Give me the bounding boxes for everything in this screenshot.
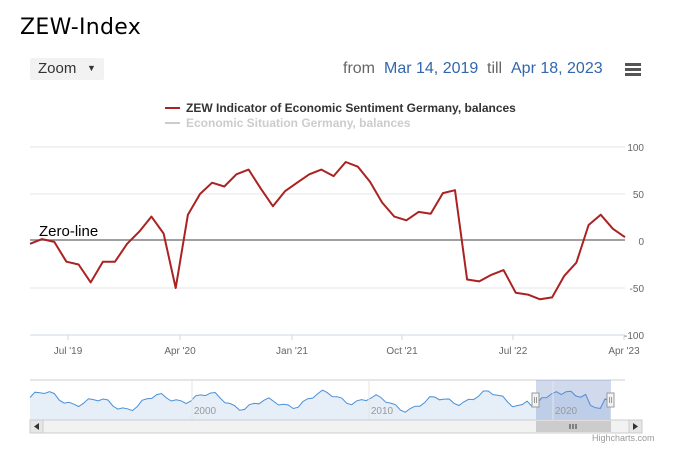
from-label: from (343, 60, 375, 77)
navigator-handle-left[interactable] (531, 392, 540, 408)
y-tick-label: -50 (630, 284, 645, 295)
navigator-tick-label: 2000 (194, 406, 217, 417)
series-sentiment[interactable] (29, 161, 626, 301)
from-date-input[interactable]: Mar 14, 2019 (384, 60, 479, 77)
sentiment-line[interactable] (29, 161, 626, 301)
navigator-line (29, 389, 611, 413)
legend-item-situation[interactable]: Economic Situation Germany, balances (186, 116, 411, 130)
x-tick-label: Apr '20 (164, 346, 196, 357)
navigator-selected-range[interactable] (536, 380, 611, 422)
navigator-tick-label: 2020 (555, 406, 578, 417)
arrow-right-icon (633, 423, 638, 430)
till-label: till (487, 60, 503, 77)
zoom-dropdown[interactable]: Zoom ▼ (30, 58, 104, 80)
navigator-area (30, 390, 610, 421)
y-tick-label: 100 (627, 143, 644, 154)
y-tick-label: 50 (633, 190, 645, 201)
x-axis: Jul '19 Apr '20 Jan '21 Oct '21 Jul '22 Apr '… (54, 335, 640, 357)
gridlines (30, 146, 625, 336)
navigator[interactable]: 2000 2010 2020 (29, 379, 625, 422)
navigator-tick-label: 2010 (371, 406, 394, 417)
navigator-handle-right[interactable] (606, 392, 615, 408)
zero-line-label: Zero-line (39, 223, 98, 240)
highcharts-credit[interactable]: Highcharts.com (592, 433, 655, 443)
navigator-x-axis: 2000 2010 2020 (191, 381, 578, 421)
legend-item-sentiment[interactable]: ZEW Indicator of Economic Sentiment Germ… (186, 101, 516, 115)
chevron-down-icon: ▼ (87, 63, 96, 73)
hamburger-menu-icon[interactable] (625, 63, 641, 77)
y-tick-label: -100 (624, 331, 644, 342)
chart-title: ZEW-Index (20, 15, 142, 40)
y-axis: 100 50 0 -50 -100 (624, 143, 644, 342)
x-tick-label: Jul '19 (54, 346, 83, 357)
arrow-left-icon (34, 423, 39, 430)
x-tick-label: Oct '21 (386, 346, 418, 357)
till-date-input[interactable]: Apr 18, 2023 (511, 60, 603, 77)
x-tick-label: Jan '21 (276, 346, 308, 357)
y-tick-label: 0 (638, 237, 644, 248)
x-tick-label: Jul '22 (499, 346, 528, 357)
x-tick-label: Apr '23 (608, 346, 640, 357)
zoom-label: Zoom (38, 60, 77, 77)
